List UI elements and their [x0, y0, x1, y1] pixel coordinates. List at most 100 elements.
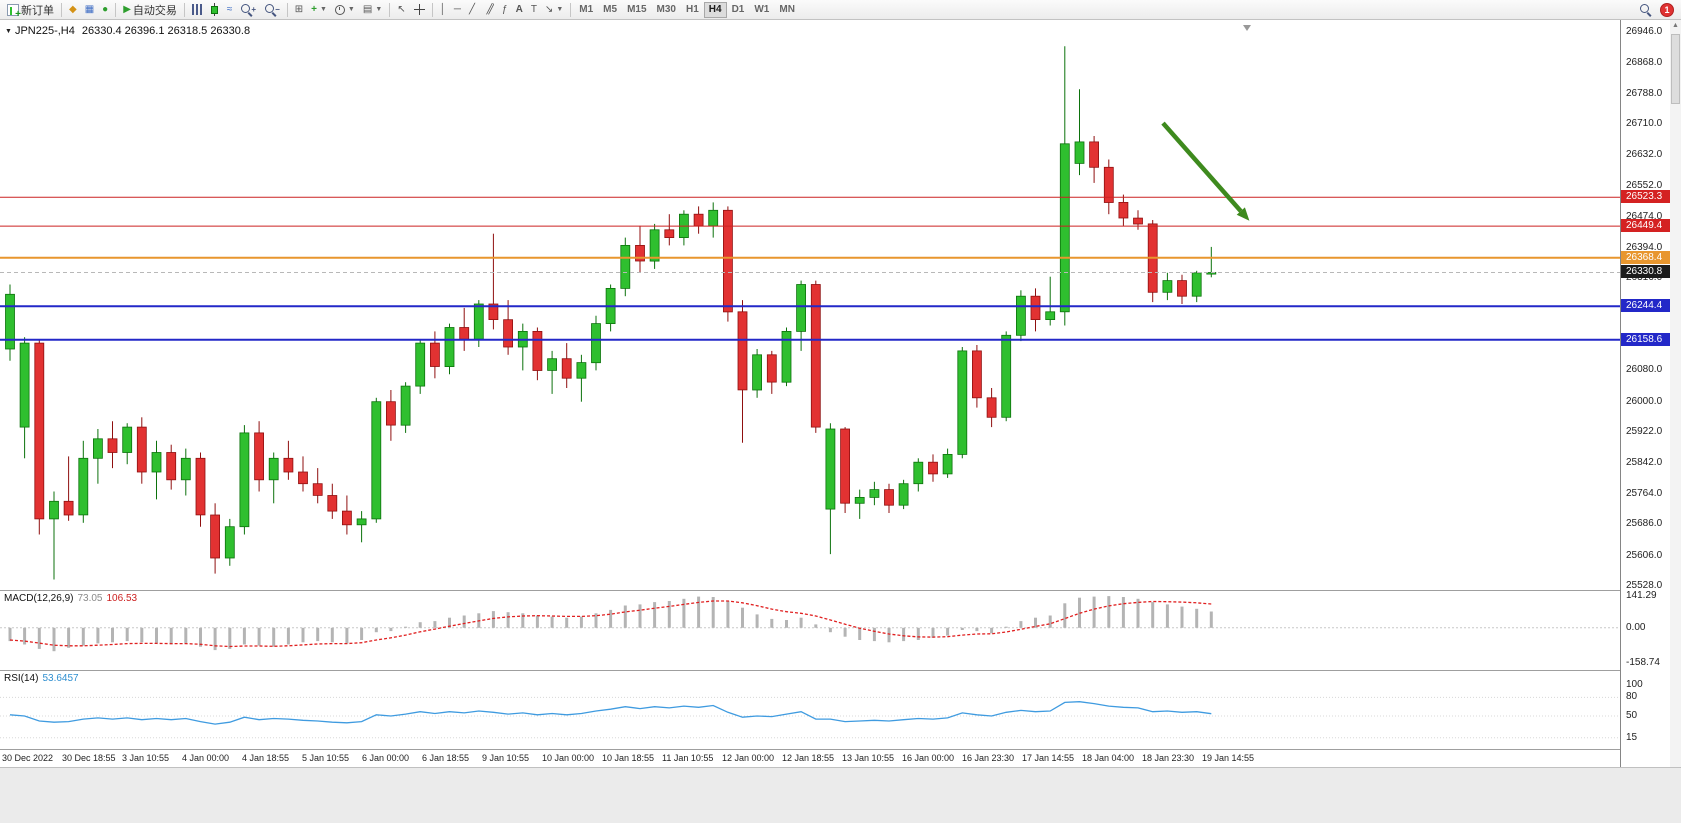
time-axis-label: 3 Jan 10:55 [122, 753, 170, 763]
candle-body [884, 489, 894, 506]
toolbar-separator [570, 2, 572, 17]
candle-body [766, 354, 777, 383]
candlestick-chart-button[interactable] [206, 1, 223, 18]
axis-separator [0, 749, 1620, 750]
scroll-up-icon[interactable]: ▲ [1672, 22, 1679, 29]
tab-timeframe-w1[interactable]: W1 [749, 2, 774, 18]
candle-body [312, 483, 323, 496]
candle-body [635, 244, 645, 262]
chart-shift-marker[interactable] [1243, 25, 1251, 31]
label-icon: T [530, 3, 537, 15]
vertical-scrollbar[interactable]: ▲ [1670, 20, 1681, 767]
rsi-line [9, 701, 1212, 725]
price-tag-26158.6[interactable]: 26158.6 [1621, 333, 1670, 346]
candle-body [136, 426, 147, 473]
candle-body [986, 397, 997, 418]
price-axis-tick: 26394.0 [1626, 242, 1663, 253]
price-tag-26368.4[interactable]: 26368.4 [1621, 251, 1670, 264]
price-axis-tick: 26632.0 [1626, 149, 1663, 160]
candle-body [913, 461, 924, 485]
new-order-button[interactable]: 新订单 [3, 1, 58, 20]
time-axis[interactable]: 30 Dec 2022 30 Dec 18:55 3 Jan 10:55 4 Jan … [0, 750, 1620, 767]
tab-timeframe-m15[interactable]: M15 [622, 2, 651, 18]
price-axis-tick: 26474.0 [1626, 211, 1663, 222]
trend-arrow[interactable] [1161, 121, 1243, 213]
templates-button[interactable]: ▤ ▼ [359, 1, 386, 18]
vertical-line-button[interactable]: │ [436, 1, 450, 18]
candle-body [415, 342, 426, 387]
label-button[interactable]: T [527, 1, 541, 18]
data-window-button[interactable]: ▦ [81, 1, 98, 18]
text-button[interactable]: A [512, 1, 527, 18]
panel-separator[interactable] [0, 590, 1620, 591]
tab-timeframe-d1[interactable]: D1 [727, 2, 750, 18]
tab-timeframe-h4[interactable]: H4 [703, 1, 727, 18]
rsi-panel-plot[interactable] [0, 671, 1620, 749]
toolbar: 新订单 ◆ ▦ ● ▶ 自动交易 ≈ + − ⊞ +▼ ▼ ▤▼ ↖ │ ─ ╱… [0, 0, 1681, 20]
candle-body [371, 401, 382, 520]
price-axis-tick: 25686.0 [1626, 518, 1663, 529]
fibonacci-button[interactable]: ƒ [498, 1, 512, 18]
tab-timeframe-m30[interactable]: M30 [652, 2, 681, 18]
clock-icon [334, 4, 345, 15]
toolbar-separator [183, 2, 185, 17]
price-axis-tick: 25922.0 [1626, 426, 1663, 437]
arrows-button[interactable]: ↘ ▼ [541, 1, 567, 18]
time-axis-label: 6 Jan 18:55 [422, 753, 470, 763]
price-tag-26244.4[interactable]: 26244.4 [1621, 299, 1670, 312]
tile-windows-button[interactable]: ⊞ [291, 1, 307, 18]
price-tag-26330.8[interactable]: 26330.8 [1621, 265, 1670, 278]
price-axis[interactable]: 26946.0 26868.0 26788.0 26710.0 26632.0 26552… [1620, 20, 1670, 767]
time-axis-label: 12 Jan 00:00 [722, 753, 775, 763]
trend-arrow-head[interactable] [1236, 207, 1250, 221]
zoom-in-button[interactable]: + [236, 1, 260, 18]
price-tag-26523.3[interactable]: 26523.3 [1621, 190, 1670, 203]
rsi-axis-tick: 15 [1626, 732, 1638, 743]
navigator-button[interactable]: ● [98, 1, 112, 18]
tab-timeframe-m1[interactable]: M1 [574, 2, 598, 18]
scrollbar-thumb[interactable] [1671, 34, 1680, 104]
candle-body [107, 438, 118, 453]
new-order-icon [7, 3, 21, 20]
horizontal-line-button[interactable]: ─ [450, 1, 465, 18]
candle-body [869, 489, 880, 498]
price-tag-26449.4[interactable]: 26449.4 [1621, 219, 1670, 232]
candle-body [1016, 295, 1026, 336]
market-watch-button[interactable]: ◆ [65, 1, 81, 18]
tab-timeframe-mn[interactable]: MN [774, 2, 800, 18]
cursor-button[interactable]: ↖ [393, 1, 409, 18]
rsi-axis-tick: 80 [1626, 691, 1638, 702]
bar-chart-button[interactable] [188, 1, 206, 18]
main-chart-plot[interactable] [0, 20, 1620, 590]
panel-separator[interactable] [0, 670, 1620, 671]
indicators-button[interactable]: + ▼ [307, 1, 331, 18]
line-chart-icon: ≈ [226, 3, 233, 15]
notification-badge[interactable]: 1 [1660, 2, 1674, 17]
fibonacci-icon: ƒ [502, 3, 508, 15]
collapse-triangle-icon: ▼ [5, 28, 12, 35]
arrow-object-icon: ↘ [544, 3, 554, 15]
chevron-down-icon: ▼ [375, 6, 383, 13]
trendline-button[interactable]: ╱ [465, 1, 479, 18]
channel-button[interactable]: ╱╱ [479, 1, 498, 18]
candle-body [268, 457, 279, 481]
tab-timeframe-m5[interactable]: M5 [598, 2, 622, 18]
candle-body [825, 428, 836, 510]
candle-body [972, 350, 982, 399]
zoom-out-button[interactable]: − [260, 1, 284, 18]
zoom-out-icon [264, 3, 277, 16]
candle-body [723, 209, 733, 313]
tab-timeframe-h1[interactable]: H1 [681, 2, 704, 18]
macd-panel-plot[interactable] [0, 591, 1620, 669]
candle-body [93, 438, 103, 459]
price-axis-tick: 25528.0 [1626, 580, 1663, 591]
candle-body [444, 327, 455, 367]
auto-trading-button[interactable]: ▶ 自动交易 [119, 1, 181, 18]
crosshair-button[interactable] [410, 1, 429, 18]
candle-body [1177, 280, 1187, 297]
candle-body [708, 209, 719, 227]
search-button[interactable] [1635, 1, 1656, 18]
line-chart-button[interactable]: ≈ [223, 1, 237, 18]
periods-button[interactable]: ▼ [331, 1, 359, 18]
candle-body [781, 330, 792, 383]
